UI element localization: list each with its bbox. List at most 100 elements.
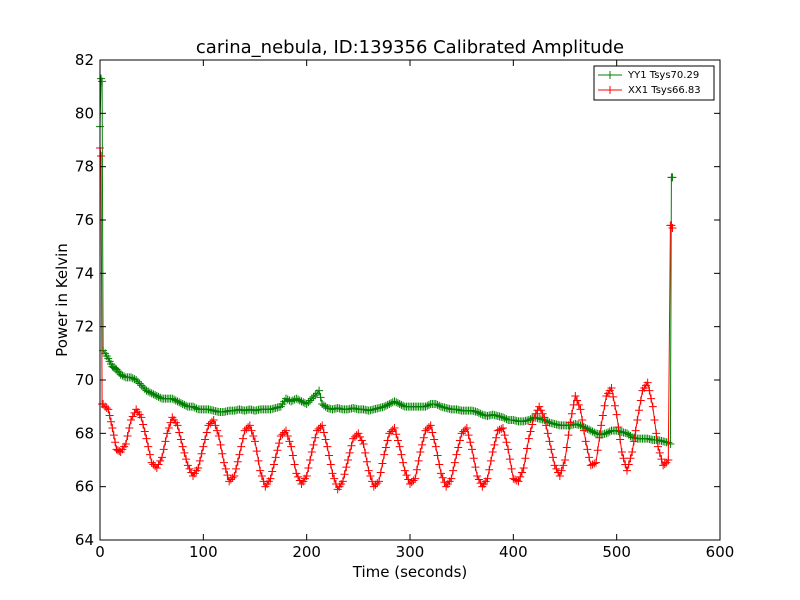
data-point [388,425,397,434]
data-point [147,389,156,398]
data-point [282,426,290,435]
data-point [433,451,442,460]
data-point [492,433,501,442]
legend: YY1 Tsys70.29 XX1 Tsys66.83 [593,65,715,101]
data-point [328,469,337,478]
data-point [440,478,449,487]
data-point [107,417,116,426]
data-point [431,442,440,451]
data-point [158,453,166,462]
data-point [629,437,638,446]
data-point [548,453,557,462]
data-point [152,464,161,472]
data-point [381,401,390,410]
data-point [156,393,165,402]
data-point [590,459,599,468]
data-point [579,426,588,435]
data-point [490,440,499,449]
data-point [507,464,516,473]
data-point [588,460,597,469]
data-point [668,224,677,232]
data-point [499,413,507,422]
x-tick-label: 600 [706,543,735,561]
legend-label-yy1: YY1 Tsys70.29 [627,70,699,81]
data-point [154,392,163,401]
data-point [517,468,526,477]
data-point [349,434,358,443]
data-point [449,466,458,475]
data-point [523,444,532,453]
data-point [617,448,626,456]
data-point [319,428,328,437]
data-point [362,457,371,466]
data-point [307,448,316,456]
data-point [125,424,134,432]
data-point [311,391,320,400]
data-point [554,468,563,477]
data-point [412,465,421,474]
data-point [283,395,292,404]
data-point [397,400,406,409]
data-point [230,472,239,480]
data-point [175,398,184,407]
data-point [108,424,117,432]
data-point [173,397,182,406]
data-point [218,449,227,458]
data-point [452,450,461,459]
data-point [567,409,576,418]
data-point [225,477,234,486]
data-point [411,474,420,483]
data-point [340,470,349,479]
data-point [500,414,509,423]
data-point [488,448,497,456]
y-tick-label: 80 [75,104,94,122]
x-tick-label: 200 [292,543,321,561]
data-point [471,463,480,472]
data-point [655,448,664,457]
data-point [381,443,390,452]
data-point [423,424,432,433]
data-point [473,408,482,416]
data-point [552,464,561,473]
data-point [602,429,611,438]
data-point [435,460,444,469]
data-point [402,471,411,480]
data-point [581,437,590,446]
data-point [206,419,215,428]
x-tick-label: 100 [189,543,218,561]
x-axis-label: Time (seconds) [352,563,468,581]
data-point [666,440,675,448]
data-point [447,474,456,483]
data-point [516,472,525,481]
data-point [309,440,318,449]
data-point [276,432,285,440]
data-point [144,442,153,451]
data-point [421,402,430,411]
data-point [530,413,538,422]
data-point [383,436,392,445]
data-point [151,391,160,400]
data-point [571,392,580,400]
data-point [237,442,246,451]
data-point [175,428,184,437]
data-point [242,424,251,433]
data-point [282,394,290,403]
data-point [342,463,351,472]
data-point [380,402,389,411]
data-point [473,472,482,480]
data-point [214,432,223,440]
data-point [562,443,571,452]
data-point [144,387,153,396]
data-point [390,424,399,432]
data-point [98,77,107,86]
data-point [476,479,485,488]
data-point [116,370,125,379]
data-point [648,402,657,411]
data-point [354,429,363,438]
data-point [364,466,373,475]
data-point [306,456,315,464]
data-point [185,464,194,473]
data-point [392,398,401,407]
data-point [435,401,444,410]
data-point [345,448,354,457]
